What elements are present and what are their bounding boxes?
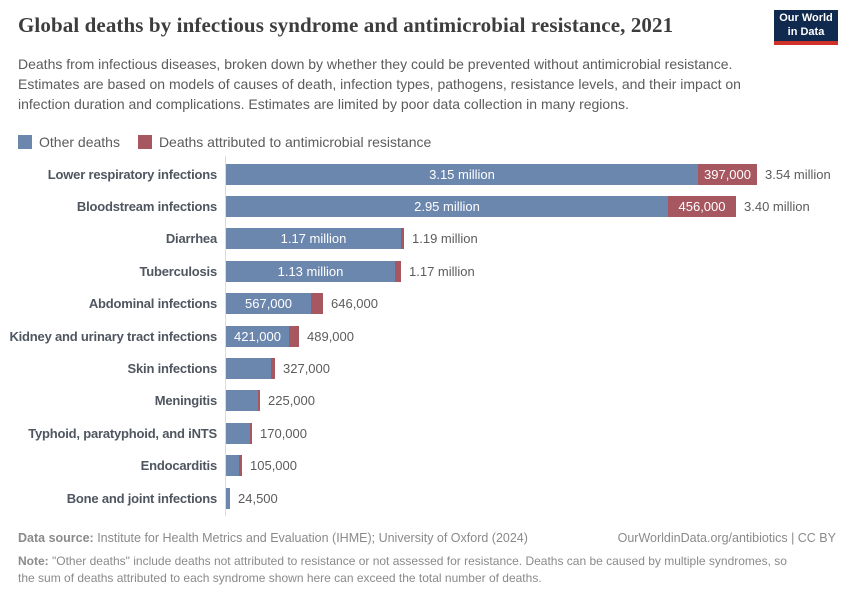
total-value-label: 170,000 xyxy=(260,425,307,441)
bar-segment-other-deaths[interactable] xyxy=(226,358,271,380)
category-label: Meningitis xyxy=(154,393,217,409)
legend-label: Deaths attributed to antimicrobial resis… xyxy=(158,134,432,150)
bar-value-label: 456,000 xyxy=(678,199,726,215)
bar-segment-other-deaths[interactable] xyxy=(226,455,239,477)
bar-value-label: 2.95 million xyxy=(414,199,480,215)
y-axis-line xyxy=(225,156,226,516)
bar-segment-other-deaths[interactable]: 421,000 xyxy=(226,325,289,347)
legend-label: Other deaths xyxy=(39,134,120,150)
bar-group: 24,500 xyxy=(226,487,278,509)
data-source: Data source: Institute for Health Metric… xyxy=(18,531,528,545)
owid-logo-line2: in Data xyxy=(787,25,825,38)
bar-segment-other-deaths[interactable]: 3.15 million xyxy=(226,163,698,185)
bar-group: 225,000 xyxy=(226,390,315,412)
bar-chart: Lower respiratory infections 3.15 million… xyxy=(0,156,850,516)
chart-row: Diarrhea 1.17 million 1.19 million xyxy=(0,223,850,255)
legend-item: Other deaths xyxy=(18,134,120,150)
bar-segment-amr-deaths[interactable]: 397,000 xyxy=(698,163,757,185)
bar-group: 105,000 xyxy=(226,455,297,477)
total-value-label: 105,000 xyxy=(250,458,297,474)
bar-value-label: 1.13 million xyxy=(277,263,344,279)
footer-source-row: Data source: Institute for Health Metric… xyxy=(18,531,836,545)
bar-segment-other-deaths[interactable]: 1.17 million xyxy=(226,228,401,250)
bar-segment-amr-deaths[interactable] xyxy=(289,325,299,347)
data-source-text: Institute for Health Metrics and Evaluat… xyxy=(93,531,528,545)
bar-value-label: 421,000 xyxy=(234,328,281,344)
bar-segment-other-deaths[interactable] xyxy=(226,422,250,444)
category-label: Kidney and urinary tract infections xyxy=(9,328,217,344)
chart-row: Meningitis 225,000 xyxy=(0,385,850,417)
total-value-label: 489,000 xyxy=(307,328,354,344)
chart-row: Tuberculosis 1.13 million 1.17 million xyxy=(0,255,850,287)
owid-logo[interactable]: Our World in Data xyxy=(774,10,838,45)
bar-segment-amr-deaths[interactable] xyxy=(311,293,323,315)
bar-value-label: 397,000 xyxy=(704,166,751,182)
bar-segment-amr-deaths[interactable] xyxy=(239,455,242,477)
bar-segment-amr-deaths[interactable] xyxy=(258,390,260,412)
chart-row: Skin infections 327,000 xyxy=(0,352,850,384)
legend-item: Deaths attributed to antimicrobial resis… xyxy=(137,134,432,150)
bar-value-label: 567,000 xyxy=(245,296,292,312)
bar-segment-other-deaths[interactable]: 2.95 million xyxy=(226,196,668,218)
category-label: Bloodstream infections xyxy=(76,199,217,215)
category-label: Bone and joint infections xyxy=(66,490,217,506)
bar-group: 3.15 million 397,000 3.54 million xyxy=(226,163,831,185)
bar-segment-other-deaths[interactable]: 1.13 million xyxy=(226,260,395,282)
chart-row: Lower respiratory infections 3.15 million… xyxy=(0,158,850,190)
total-value-label: 646,000 xyxy=(331,296,378,312)
category-label: Tuberculosis xyxy=(139,263,217,279)
bar-segment-amr-deaths[interactable]: 456,000 xyxy=(668,196,736,218)
bar-group: 327,000 xyxy=(226,358,330,380)
category-label: Skin infections xyxy=(127,361,218,377)
bar-group: 567,000 646,000 xyxy=(226,293,378,315)
chart-row: Bloodstream infections 2.95 million 456,00… xyxy=(0,190,850,222)
category-label: Diarrhea xyxy=(165,231,217,247)
data-source-prefix: Data source: xyxy=(18,531,94,545)
bar-group: 2.95 million 456,000 3.40 million xyxy=(226,196,810,218)
bar-segment-amr-deaths[interactable] xyxy=(395,260,401,282)
bar-segment-other-deaths[interactable] xyxy=(226,487,230,509)
total-value-label: 1.17 million xyxy=(409,263,475,279)
bar-segment-other-deaths[interactable] xyxy=(226,390,258,412)
bar-value-label: 3.15 million xyxy=(429,166,495,182)
bar-group: 1.13 million 1.17 million xyxy=(226,260,475,282)
total-value-label: 24,500 xyxy=(238,490,278,506)
category-label: Lower respiratory infections xyxy=(47,166,217,182)
note-text: "Other deaths" include deaths not attrib… xyxy=(18,554,787,585)
bar-segment-amr-deaths[interactable] xyxy=(401,228,404,250)
chart-row: Endocarditis 105,000 xyxy=(0,450,850,482)
chart-row: Bone and joint infections 24,500 xyxy=(0,482,850,514)
legend: Other deaths Deaths attributed to antimic… xyxy=(18,134,431,150)
bar-group: 1.17 million 1.19 million xyxy=(226,228,478,250)
bar-segment-other-deaths[interactable]: 567,000 xyxy=(226,293,311,315)
footer-note: Note: "Other deaths" include deaths not … xyxy=(18,553,806,587)
chart-row: Kidney and urinary tract infections 421,0… xyxy=(0,320,850,352)
total-value-label: 3.40 million xyxy=(744,199,810,215)
chart-subtitle: Deaths from infectious diseases, broken … xyxy=(18,56,741,112)
legend-swatch-icon xyxy=(18,135,32,149)
owid-logo-line1: Our World xyxy=(779,12,833,25)
bar-group: 421,000 489,000 xyxy=(226,325,354,347)
total-value-label: 327,000 xyxy=(283,361,330,377)
chart-row: Abdominal infections 567,000 646,000 xyxy=(0,288,850,320)
bar-segment-amr-deaths[interactable] xyxy=(271,358,275,380)
total-value-label: 3.54 million xyxy=(765,166,831,182)
category-label: Typhoid, paratyphoid, and iNTS xyxy=(28,425,217,441)
category-label: Endocarditis xyxy=(140,458,218,474)
legend-swatch-icon xyxy=(137,135,152,149)
bar-segment-amr-deaths[interactable] xyxy=(250,422,252,444)
page-title: Global deaths by infectious syndrome and… xyxy=(18,13,674,37)
attribution-link[interactable]: OurWorldinData.org/antibiotics | CC BY xyxy=(617,531,836,545)
bar-group: 170,000 xyxy=(226,422,307,444)
category-label: Abdominal infections xyxy=(88,296,217,312)
total-value-label: 1.19 million xyxy=(412,231,478,247)
total-value-label: 225,000 xyxy=(268,393,315,409)
note-prefix: Note: xyxy=(18,554,49,568)
bar-value-label: 1.17 million xyxy=(280,231,347,247)
chart-row: Typhoid, paratyphoid, and iNTS 170,000 xyxy=(0,417,850,449)
